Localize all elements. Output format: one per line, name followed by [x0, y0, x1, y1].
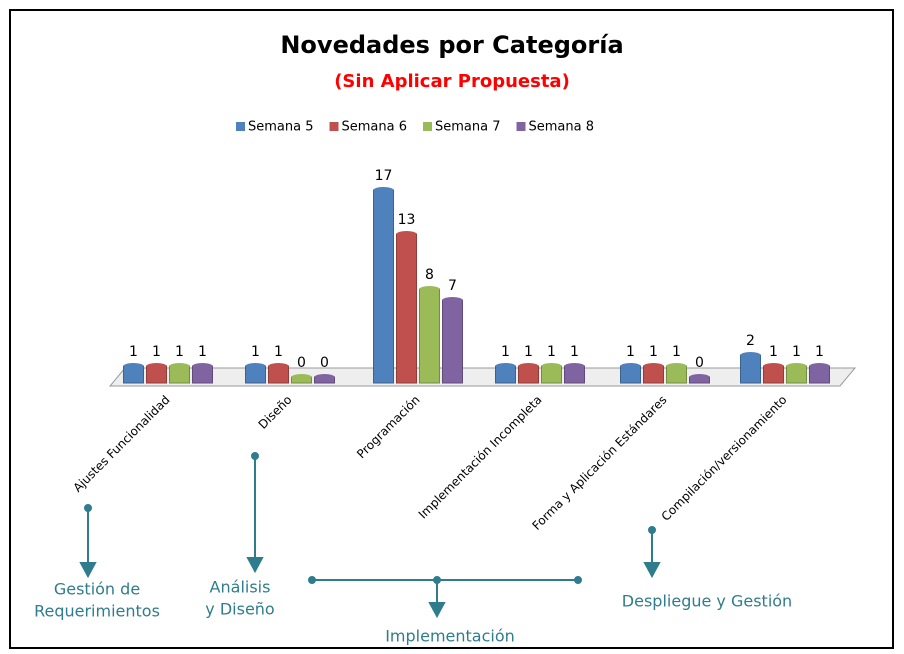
data-label: 1 — [792, 344, 801, 360]
legend-swatch — [516, 122, 526, 131]
annotation: Gestión de — [54, 580, 140, 599]
data-label: 0 — [320, 355, 329, 371]
annotation: Implementación — [385, 627, 515, 646]
bar — [740, 354, 761, 384]
bar-cap — [245, 363, 266, 369]
data-label: 1 — [626, 344, 635, 360]
arrows — [79, 452, 661, 619]
data-label: 1 — [274, 344, 283, 360]
bar-cap — [192, 363, 213, 369]
bar-cap — [541, 363, 562, 369]
bar — [396, 233, 417, 384]
data-label: 17 — [375, 168, 393, 184]
chart-subtitle: (Sin Aplicar Propuesta) — [334, 71, 570, 92]
chart-title: Novedades por Categoría — [280, 31, 623, 59]
data-label: 7 — [448, 278, 457, 294]
data-label: 1 — [175, 344, 184, 360]
bar-cap — [809, 363, 830, 369]
data-label: 13 — [398, 212, 416, 228]
bar-cap — [169, 363, 190, 369]
data-label: 1 — [501, 344, 510, 360]
bar-cap — [123, 363, 144, 369]
bar-cap — [689, 374, 710, 380]
bar-cap — [518, 363, 539, 369]
data-label: 1 — [649, 344, 658, 360]
data-label: 2 — [746, 333, 755, 349]
bar-cap — [786, 363, 807, 369]
bar-cap — [740, 352, 761, 358]
legend-swatch — [329, 122, 339, 131]
data-label: 1 — [524, 344, 533, 360]
data-label: 1 — [769, 344, 778, 360]
data-label: 0 — [695, 355, 704, 371]
bar-cap — [291, 374, 312, 380]
data-label: 1 — [129, 344, 138, 360]
data-label: 0 — [297, 355, 306, 371]
bar-cap — [419, 286, 440, 292]
annotation: Requerimientos — [34, 602, 160, 621]
legend-label: Semana 8 — [529, 120, 595, 135]
annotation: Despliegue y Gestión — [622, 592, 792, 611]
bar-cap — [495, 363, 516, 369]
bar — [373, 189, 394, 384]
legend-swatch — [236, 122, 245, 131]
data-label: 1 — [251, 344, 260, 360]
bar-cap — [564, 363, 585, 369]
bar-cap — [146, 363, 167, 369]
bar-cap — [268, 363, 289, 369]
data-label: 1 — [547, 344, 556, 360]
bar-cap — [666, 363, 687, 369]
bar-cap — [314, 374, 335, 380]
bar — [442, 299, 463, 384]
data-label: 1 — [815, 344, 824, 360]
bar-cap — [373, 187, 394, 193]
data-label: 1 — [152, 344, 161, 360]
bar-cap — [643, 363, 664, 369]
annotation: Análisis — [210, 578, 271, 597]
annotation: y Diseño — [205, 600, 274, 619]
data-label: 8 — [425, 267, 434, 283]
legend-label: Semana 5 — [248, 120, 314, 135]
bar-cap — [442, 297, 463, 303]
legend-label: Semana 7 — [435, 120, 501, 135]
data-label: 1 — [672, 344, 681, 360]
data-label: 1 — [570, 344, 579, 360]
bar-cap — [396, 231, 417, 237]
legend-swatch — [423, 122, 432, 131]
data-label: 1 — [198, 344, 207, 360]
bar-cap — [763, 363, 784, 369]
bar-cap — [620, 363, 641, 369]
bar — [419, 288, 440, 384]
legend-label: Semana 6 — [342, 120, 408, 135]
